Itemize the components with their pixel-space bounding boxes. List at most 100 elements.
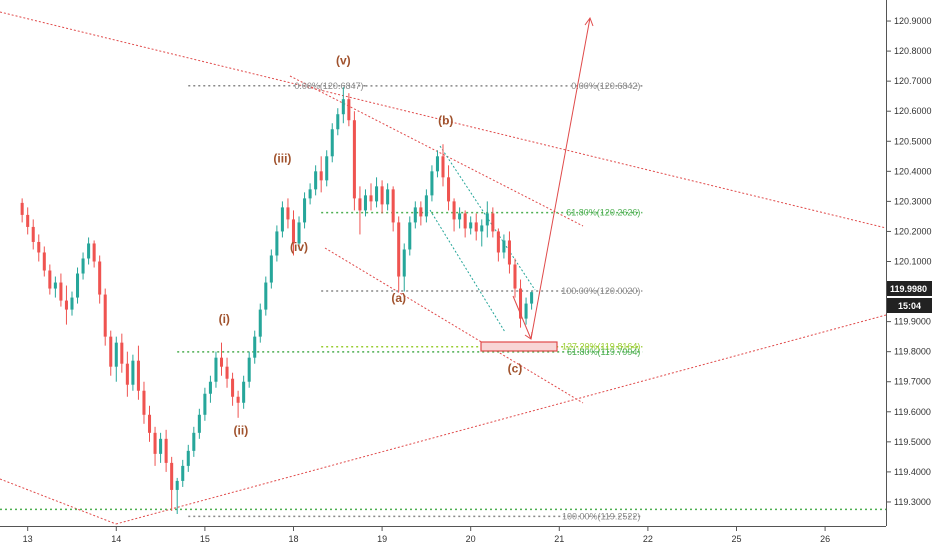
candle-body: [253, 336, 257, 358]
candle-body: [159, 438, 163, 454]
x-tick-label: 22: [643, 534, 653, 544]
price-axis[interactable]: 120.9000 120.8000 120.7000 120.6000 120.5000…: [886, 16, 932, 507]
candle-body: [181, 465, 185, 481]
candle-body: [280, 207, 284, 232]
candle-body: [458, 213, 462, 220]
candle-body: [26, 214, 30, 227]
candle-body: [363, 195, 367, 211]
candle-body: [424, 195, 428, 217]
candle-body: [70, 297, 74, 310]
y-tick-label: 120.1000: [894, 256, 932, 266]
wave-label: (a): [391, 291, 406, 305]
candle-body: [408, 222, 412, 250]
projection-down-arrow: [512, 295, 532, 340]
candle-body: [380, 186, 384, 205]
candle-body: [264, 282, 268, 310]
x-tick-label: 19: [377, 534, 387, 544]
candle-body: [303, 198, 307, 223]
candle-body: [114, 342, 118, 367]
wedge-upper-line: [289, 75, 584, 227]
fib-level-label: 61.80%(119.7994): [567, 347, 640, 357]
lower-channel-line: [115, 314, 887, 525]
countdown-label: 15:04: [898, 301, 921, 311]
wave-label: (ii): [234, 423, 249, 437]
candle-body: [131, 360, 135, 385]
candle-body: [314, 171, 318, 190]
candle-body: [386, 189, 390, 205]
plot-area[interactable]: [0, 0, 886, 526]
x-tick-label: 15: [200, 534, 210, 544]
y-tick-label: 120.5000: [894, 136, 932, 146]
y-tick-label: 120.4000: [894, 166, 932, 176]
trend-lines: [0, 11, 887, 525]
candle-body: [203, 393, 207, 415]
candle-body: [170, 462, 174, 490]
candle-body: [164, 438, 168, 463]
y-tick-label: 119.4000: [894, 467, 931, 477]
candle-body: [308, 189, 312, 199]
candle-body: [402, 249, 406, 277]
candle-body: [352, 120, 356, 199]
candle-body: [53, 282, 57, 289]
candle-body: [341, 99, 345, 115]
candle-body: [291, 219, 296, 244]
candle-body: [225, 366, 229, 379]
wave-labels: (i) (ii) (iii) (iv) (v) (a) (b) (c): [219, 54, 523, 438]
candle-body: [59, 282, 63, 301]
candle-body: [120, 342, 124, 364]
candle-body: [136, 360, 140, 391]
candle-body: [507, 240, 511, 265]
candle-body: [269, 255, 273, 283]
candle-body: [92, 243, 96, 262]
small-channel-upper: [439, 145, 536, 291]
candle-body: [330, 129, 334, 157]
time-axis[interactable]: 13 14 15 18 19 20 21 22 25 26: [23, 526, 830, 544]
y-tick-label: 119.9000: [894, 317, 931, 327]
candle-body: [37, 241, 41, 253]
candle-body: [336, 114, 340, 130]
candle-body: [319, 171, 323, 181]
candle-body: [64, 300, 68, 310]
candle-body: [236, 396, 240, 403]
y-tick-label: 120.7000: [894, 76, 932, 86]
y-tick-label: 120.9000: [894, 16, 932, 26]
candle-body: [325, 156, 329, 181]
countdown-badge: 15:04: [887, 298, 932, 313]
candle-body: [391, 189, 395, 223]
candle-body: [76, 273, 80, 298]
candles: [20, 87, 534, 514]
candle-body: [485, 213, 489, 226]
candle-body: [242, 381, 246, 403]
last-price-label: 119.9980: [890, 284, 927, 294]
candle-body: [491, 213, 495, 232]
candle-body: [435, 156, 439, 172]
candle-body: [175, 480, 179, 490]
candle-body: [147, 414, 152, 433]
x-tick-label: 20: [466, 534, 476, 544]
candle-body: [502, 240, 506, 253]
candle-body: [192, 432, 196, 451]
y-tick-label: 120.8000: [894, 46, 932, 56]
candle-body: [347, 99, 351, 121]
candle-body: [214, 357, 218, 382]
candle-body: [247, 357, 251, 382]
wave-label: (i): [219, 312, 230, 326]
candle-body: [142, 390, 146, 415]
candle-body: [369, 195, 373, 202]
fib-level-label: 127.20%(119.8164): [562, 342, 640, 352]
candle-body: [463, 213, 467, 229]
candle-body: [297, 222, 301, 244]
candle-body: [219, 357, 224, 367]
x-tick-label: 18: [288, 534, 298, 544]
candle-body: [275, 231, 279, 256]
candle-body: [375, 186, 379, 202]
candle-body: [31, 226, 35, 242]
fib-level-label: 0.00%(120.6847): [294, 81, 363, 91]
candle-body: [87, 243, 91, 259]
candle-body: [208, 381, 212, 394]
candle-body: [496, 231, 500, 253]
candle-body: [441, 156, 445, 178]
fib-level-label: 100.00%(119.2522): [562, 511, 640, 521]
candle-body: [98, 261, 102, 295]
